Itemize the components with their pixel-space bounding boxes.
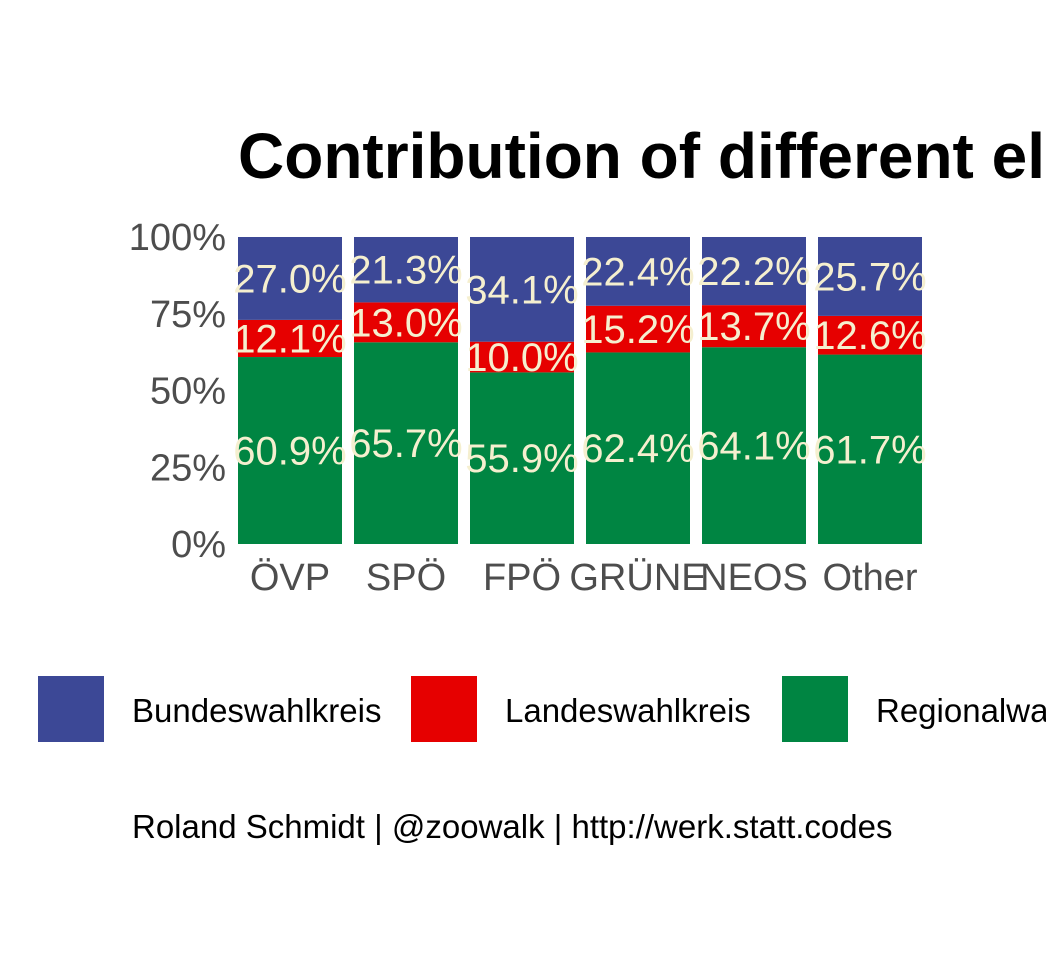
x-tick-label: GRÜNE — [569, 557, 706, 599]
data-label: 64.1% — [697, 425, 810, 469]
bar-segment — [354, 302, 458, 343]
data-label: 10.0% — [465, 336, 578, 380]
data-label: 25.7% — [813, 255, 926, 299]
caption: Roland Schmidt | @zoowalk | http://werk.… — [132, 808, 892, 845]
data-label: 55.9% — [465, 437, 578, 481]
y-tick-label: 75% — [150, 294, 226, 336]
legend-label: Regionalwa — [876, 692, 1046, 729]
x-tick-label: Other — [822, 557, 917, 599]
data-label: 62.4% — [581, 427, 694, 471]
x-tick-label: NEOS — [700, 557, 808, 599]
chart-title: Contribution of different ele — [238, 120, 1046, 192]
legend-swatch — [782, 676, 848, 742]
bar-segment — [702, 305, 806, 348]
bar-segment — [470, 372, 574, 544]
data-label: 22.2% — [697, 250, 810, 294]
y-tick-label: 0% — [171, 524, 226, 566]
bar-segment — [586, 352, 690, 544]
data-label: 65.7% — [349, 422, 462, 466]
bar-segment — [238, 237, 342, 320]
data-label: 60.9% — [233, 430, 346, 474]
bar-segment — [354, 237, 458, 303]
data-label: 13.0% — [349, 301, 462, 345]
data-label: 15.2% — [581, 308, 694, 352]
y-tick-label: 50% — [150, 371, 226, 413]
data-label: 22.4% — [581, 250, 694, 294]
data-label: 27.0% — [233, 257, 346, 301]
legend-swatch — [38, 676, 104, 742]
data-label: 12.1% — [233, 317, 346, 361]
data-label: 21.3% — [349, 249, 462, 293]
data-labels: 60.9% 12.1% 27.0% 65.7% 13.0% 21.3% 55.9% 10.0%… — [233, 249, 926, 481]
bar-segment — [470, 237, 574, 342]
bar-segment — [238, 319, 342, 358]
y-tick-label: 100% — [129, 217, 226, 259]
x-tick-label: SPÖ — [366, 557, 446, 599]
data-label: 34.1% — [465, 268, 578, 312]
bar-segment — [586, 305, 690, 353]
x-tick-label: FPÖ — [483, 557, 561, 599]
legend-swatch — [411, 676, 477, 742]
bar-segment — [818, 315, 922, 355]
bar-segment — [702, 347, 806, 544]
data-label: 61.7% — [813, 428, 926, 472]
y-tick-label: 25% — [150, 447, 226, 489]
bar-segment — [238, 357, 342, 544]
bars — [238, 237, 922, 544]
y-axis: 0% 25% 50% 75% 100% — [129, 217, 226, 566]
bar-segment — [818, 237, 922, 316]
legend-label: Landeswahlkreis — [505, 692, 751, 729]
legend: Bundeswahlkreis Landeswahlkreis Regionalwa — [38, 676, 1046, 742]
bar-segment — [586, 237, 690, 306]
bar-segment — [818, 354, 922, 544]
bar-segment — [354, 342, 458, 544]
legend-label: Bundeswahlkreis — [132, 692, 381, 729]
bar-segment — [470, 341, 574, 373]
data-label: 12.6% — [813, 314, 926, 358]
x-tick-label: ÖVP — [250, 557, 330, 599]
bar-segment — [702, 237, 806, 306]
data-label: 13.7% — [697, 305, 810, 349]
